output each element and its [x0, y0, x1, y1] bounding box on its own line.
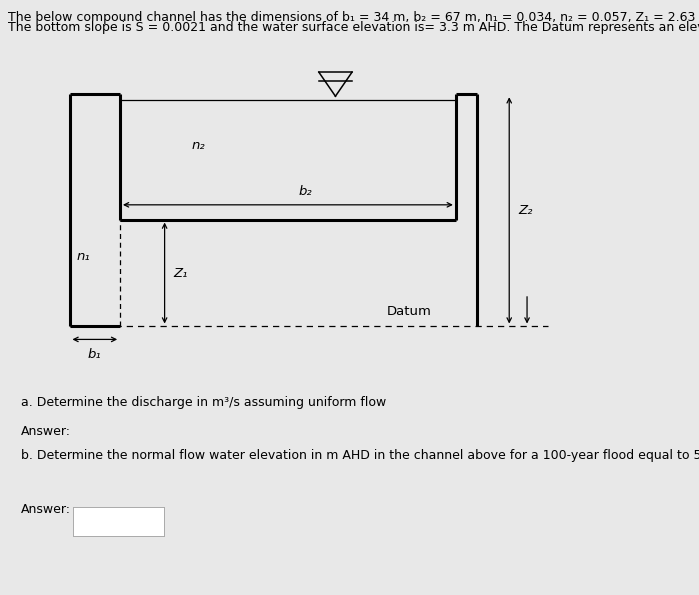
Text: Datum: Datum [387, 305, 432, 318]
Text: Answer:: Answer: [21, 503, 71, 516]
Text: b. Determine the normal flow water elevation in m AHD in the channel above for a: b. Determine the normal flow water eleva… [21, 449, 699, 462]
Text: n₂: n₂ [192, 139, 205, 152]
Text: The bottom slope is S = 0.0021 and the water surface elevation is= 3.3 m AHD. Th: The bottom slope is S = 0.0021 and the w… [8, 21, 699, 35]
Text: Answer:: Answer: [21, 425, 71, 439]
Text: The below compound channel has the dimensions of b₁ = 34 m, b₂ = 67 m, n₁ = 0.03: The below compound channel has the dimen… [8, 11, 699, 24]
Text: Z₂: Z₂ [518, 204, 533, 217]
Text: b₁: b₁ [88, 347, 101, 361]
Text: n₁: n₁ [77, 250, 90, 264]
Text: a. Determine the discharge in m³/s assuming uniform flow: a. Determine the discharge in m³/s assum… [21, 396, 387, 409]
Text: Z₁: Z₁ [173, 267, 188, 280]
Text: b₂: b₂ [299, 185, 312, 198]
